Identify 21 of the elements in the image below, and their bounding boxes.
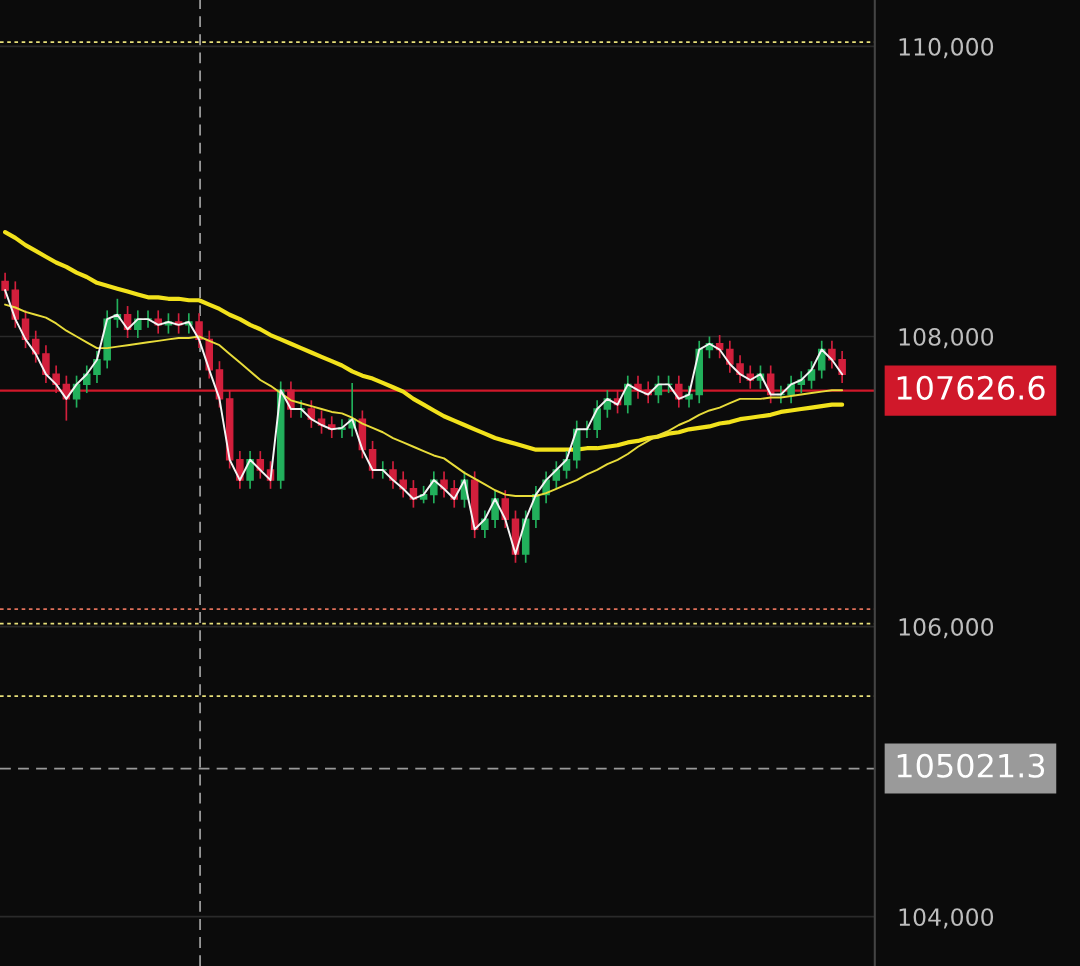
- candlestick: [399, 470, 407, 499]
- line-series: [4, 303, 844, 498]
- candlestick: [736, 354, 744, 384]
- ref-line-label: 107626.6: [897, 375, 1045, 400]
- y-tick-label: 106,000: [899, 618, 994, 639]
- candlestick: [389, 460, 397, 490]
- candlestick: [726, 340, 734, 374]
- candlestick: [246, 450, 254, 490]
- ref-line-label: 105021.3: [897, 753, 1045, 778]
- candlestick: [440, 470, 448, 499]
- y-tick-label: 104,000: [899, 908, 994, 929]
- candlestick: [838, 350, 846, 384]
- candlestick: [42, 344, 50, 384]
- line-series: [3, 229, 845, 452]
- candlestick: [1, 271, 9, 300]
- candlestick: [93, 350, 101, 384]
- candlestick: [685, 384, 693, 409]
- candlestick: [593, 399, 601, 439]
- candlestick: [787, 374, 795, 405]
- y-tick-label: 110,000: [899, 37, 994, 59]
- y-tick-label: 108,000: [899, 327, 994, 349]
